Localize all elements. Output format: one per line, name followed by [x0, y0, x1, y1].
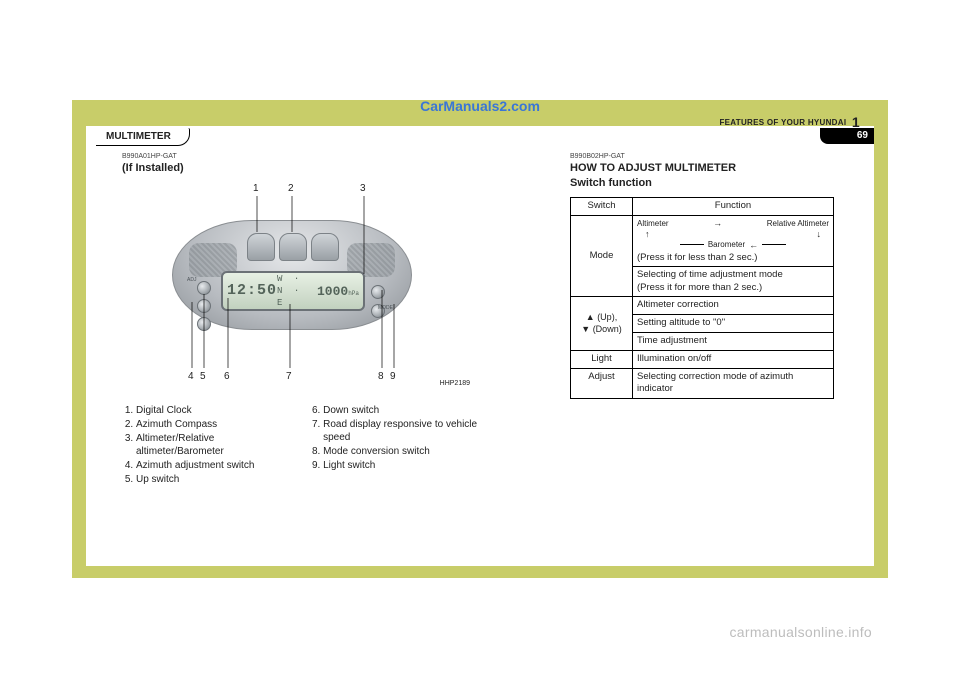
- pointer-5: 5: [200, 370, 206, 384]
- watermark-top: CarManuals2.com: [0, 98, 960, 114]
- pointer-4: 4: [188, 370, 194, 384]
- arrow-right-icon: →: [713, 218, 722, 229]
- legend-item: Down switch: [323, 404, 492, 417]
- pointer-9: 9: [390, 370, 396, 384]
- left-doc-code: B990A01HP-GAT: [122, 152, 492, 161]
- leader-lines: [122, 182, 462, 382]
- arrow-down-icon: ↓: [817, 229, 822, 240]
- page-number-tab: 69: [820, 128, 874, 144]
- multimeter-diagram: ADJ 12:50 W · N · E 1000hPa M: [122, 182, 462, 382]
- mode-time-text: Selecting of time adjustment mode: [637, 269, 783, 280]
- breadcrumb-text: FEATURES OF YOUR HYUNDAI: [719, 118, 846, 127]
- arrow-up-icon: ↑: [645, 229, 650, 240]
- cell-adjust-row: Selecting correction mode of azimuth ind…: [633, 368, 834, 399]
- section-tab: MULTIMETER: [96, 128, 190, 146]
- up-label: ▲ (Up),: [586, 312, 617, 322]
- figure-code: HHP2189: [440, 379, 470, 388]
- legend-item: Up switch: [136, 473, 291, 486]
- left-column: B990A01HP-GAT (If Installed) ADJ 12:: [122, 152, 492, 487]
- th-switch: Switch: [571, 198, 633, 216]
- cell-mode-diagram: Altimeter → Relative Altimeter ↑ ↓ Barom…: [633, 215, 834, 266]
- mode-a: Altimeter: [637, 219, 669, 229]
- cell-mode-time: Selecting of time adjustment mode (Press…: [633, 266, 834, 297]
- right-title-1: HOW TO ADJUST MULTIMETER: [570, 161, 840, 176]
- pointer-6: 6: [224, 370, 230, 384]
- pointer-7: 7: [286, 370, 292, 384]
- legend-item: Digital Clock: [136, 404, 291, 417]
- legend-item: Road display responsive to vehicle speed: [323, 418, 492, 444]
- pointer-8: 8: [378, 370, 384, 384]
- cell-light-row: Illumination on/off: [633, 350, 834, 368]
- legend-item: Azimuth Compass: [136, 418, 291, 431]
- right-doc-code: B990B02HP-GAT: [570, 152, 840, 161]
- watermark-bottom: carmanualsonline.info: [730, 624, 873, 640]
- cell-adjust-label: Adjust: [571, 368, 633, 399]
- pointer-3: 3: [360, 182, 366, 196]
- mode-c: Barometer: [708, 240, 745, 250]
- legend-item: Azimuth adjustment switch: [136, 459, 291, 472]
- arrow-left-icon: ←: [749, 240, 758, 251]
- pointer-1: 1: [253, 182, 259, 196]
- mode-press-short: (Press it for less than 2 sec.): [637, 252, 829, 263]
- mode-b: Relative Altimeter: [767, 219, 829, 229]
- mode-press-long: (Press it for more than 2 sec.): [637, 282, 762, 293]
- down-label: ▼ (Down): [581, 324, 621, 334]
- legend-left-list: Digital Clock Azimuth Compass Altimeter/…: [122, 404, 291, 487]
- cell-updown-label: ▲ (Up), ▼ (Down): [571, 297, 633, 350]
- cell-light-label: Light: [571, 350, 633, 368]
- line-icon: [762, 244, 786, 245]
- th-function: Function: [633, 198, 834, 216]
- cell-updown-1: Altimeter correction: [633, 297, 834, 315]
- cell-mode-label: Mode: [571, 215, 633, 296]
- legend-item: Mode conversion switch: [323, 445, 492, 458]
- left-title: (If Installed): [122, 161, 492, 176]
- pointer-2: 2: [288, 182, 294, 196]
- right-title-2: Switch function: [570, 176, 840, 191]
- legend-item: Light switch: [323, 459, 492, 472]
- line-icon: [680, 244, 704, 245]
- legend-item: Altimeter/Relative altimeter/Barometer: [136, 432, 291, 458]
- legend-right-list: Down switch Road display responsive to v…: [309, 404, 492, 487]
- cell-updown-3: Time adjustment: [633, 332, 834, 350]
- content-area: B990A01HP-GAT (If Installed) ADJ 12:: [100, 152, 860, 560]
- legend: Digital Clock Azimuth Compass Altimeter/…: [122, 404, 492, 487]
- cell-updown-2: Setting altitude to "0": [633, 315, 834, 333]
- switch-function-table: Switch Function Mode Altimeter → Relativ…: [570, 197, 834, 399]
- right-column: B990B02HP-GAT HOW TO ADJUST MULTIMETER S…: [570, 152, 840, 399]
